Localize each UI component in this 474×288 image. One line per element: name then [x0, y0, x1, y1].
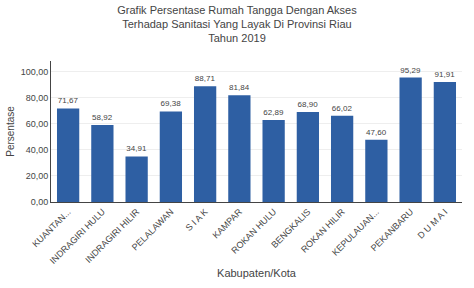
svg-text:80,00: 80,00 [26, 93, 49, 103]
svg-text:20,00: 20,00 [26, 171, 49, 181]
svg-text:PEKANBARU: PEKANBARU [369, 207, 415, 253]
svg-text:40,00: 40,00 [26, 145, 49, 155]
svg-text:KAMPAR: KAMPAR [210, 206, 244, 240]
svg-text:62,89: 62,89 [263, 108, 284, 117]
svg-text:66,02: 66,02 [332, 104, 353, 113]
svg-text:ROKAN HILIR: ROKAN HILIR [299, 206, 347, 254]
svg-text:ROKAN HULU: ROKAN HULU [229, 207, 278, 256]
svg-text:58,92: 58,92 [92, 113, 113, 122]
svg-text:INDRAGIRI HULU: INDRAGIRI HULU [48, 207, 107, 266]
svg-text:60,00: 60,00 [26, 119, 49, 129]
svg-text:Persentase: Persentase [5, 106, 16, 157]
svg-text:81,84: 81,84 [229, 83, 250, 92]
svg-text:91,91: 91,91 [435, 70, 456, 79]
svg-text:BENGKALIS: BENGKALIS [269, 207, 312, 250]
svg-text:Grafik Persentase Rumah Tangga: Grafik Persentase Rumah Tangga Dengan Ak… [117, 4, 357, 45]
svg-text:88,71: 88,71 [195, 74, 216, 83]
svg-text:S I A K: S I A K [184, 207, 210, 233]
svg-text:PELALAWAN: PELALAWAN [130, 207, 176, 253]
svg-text:34,91: 34,91 [126, 144, 147, 153]
svg-text:KEPULAUAN...: KEPULAUAN... [330, 207, 381, 258]
svg-text:KUANTAN...: KUANTAN... [30, 207, 72, 249]
svg-text:71,67: 71,67 [58, 96, 79, 105]
svg-text:47,60: 47,60 [366, 128, 387, 137]
svg-text:68,90: 68,90 [298, 100, 319, 109]
svg-text:Kabupaten/Kota: Kabupaten/Kota [217, 267, 297, 279]
svg-text:0,00: 0,00 [31, 197, 49, 207]
svg-text:95,29: 95,29 [400, 66, 421, 75]
svg-text:INDRAGIRI HILIR: INDRAGIRI HILIR [83, 206, 141, 264]
svg-text:100,00: 100,00 [21, 67, 49, 77]
svg-text:69,38: 69,38 [161, 99, 182, 108]
svg-text:D U M A I: D U M A I [416, 207, 450, 241]
